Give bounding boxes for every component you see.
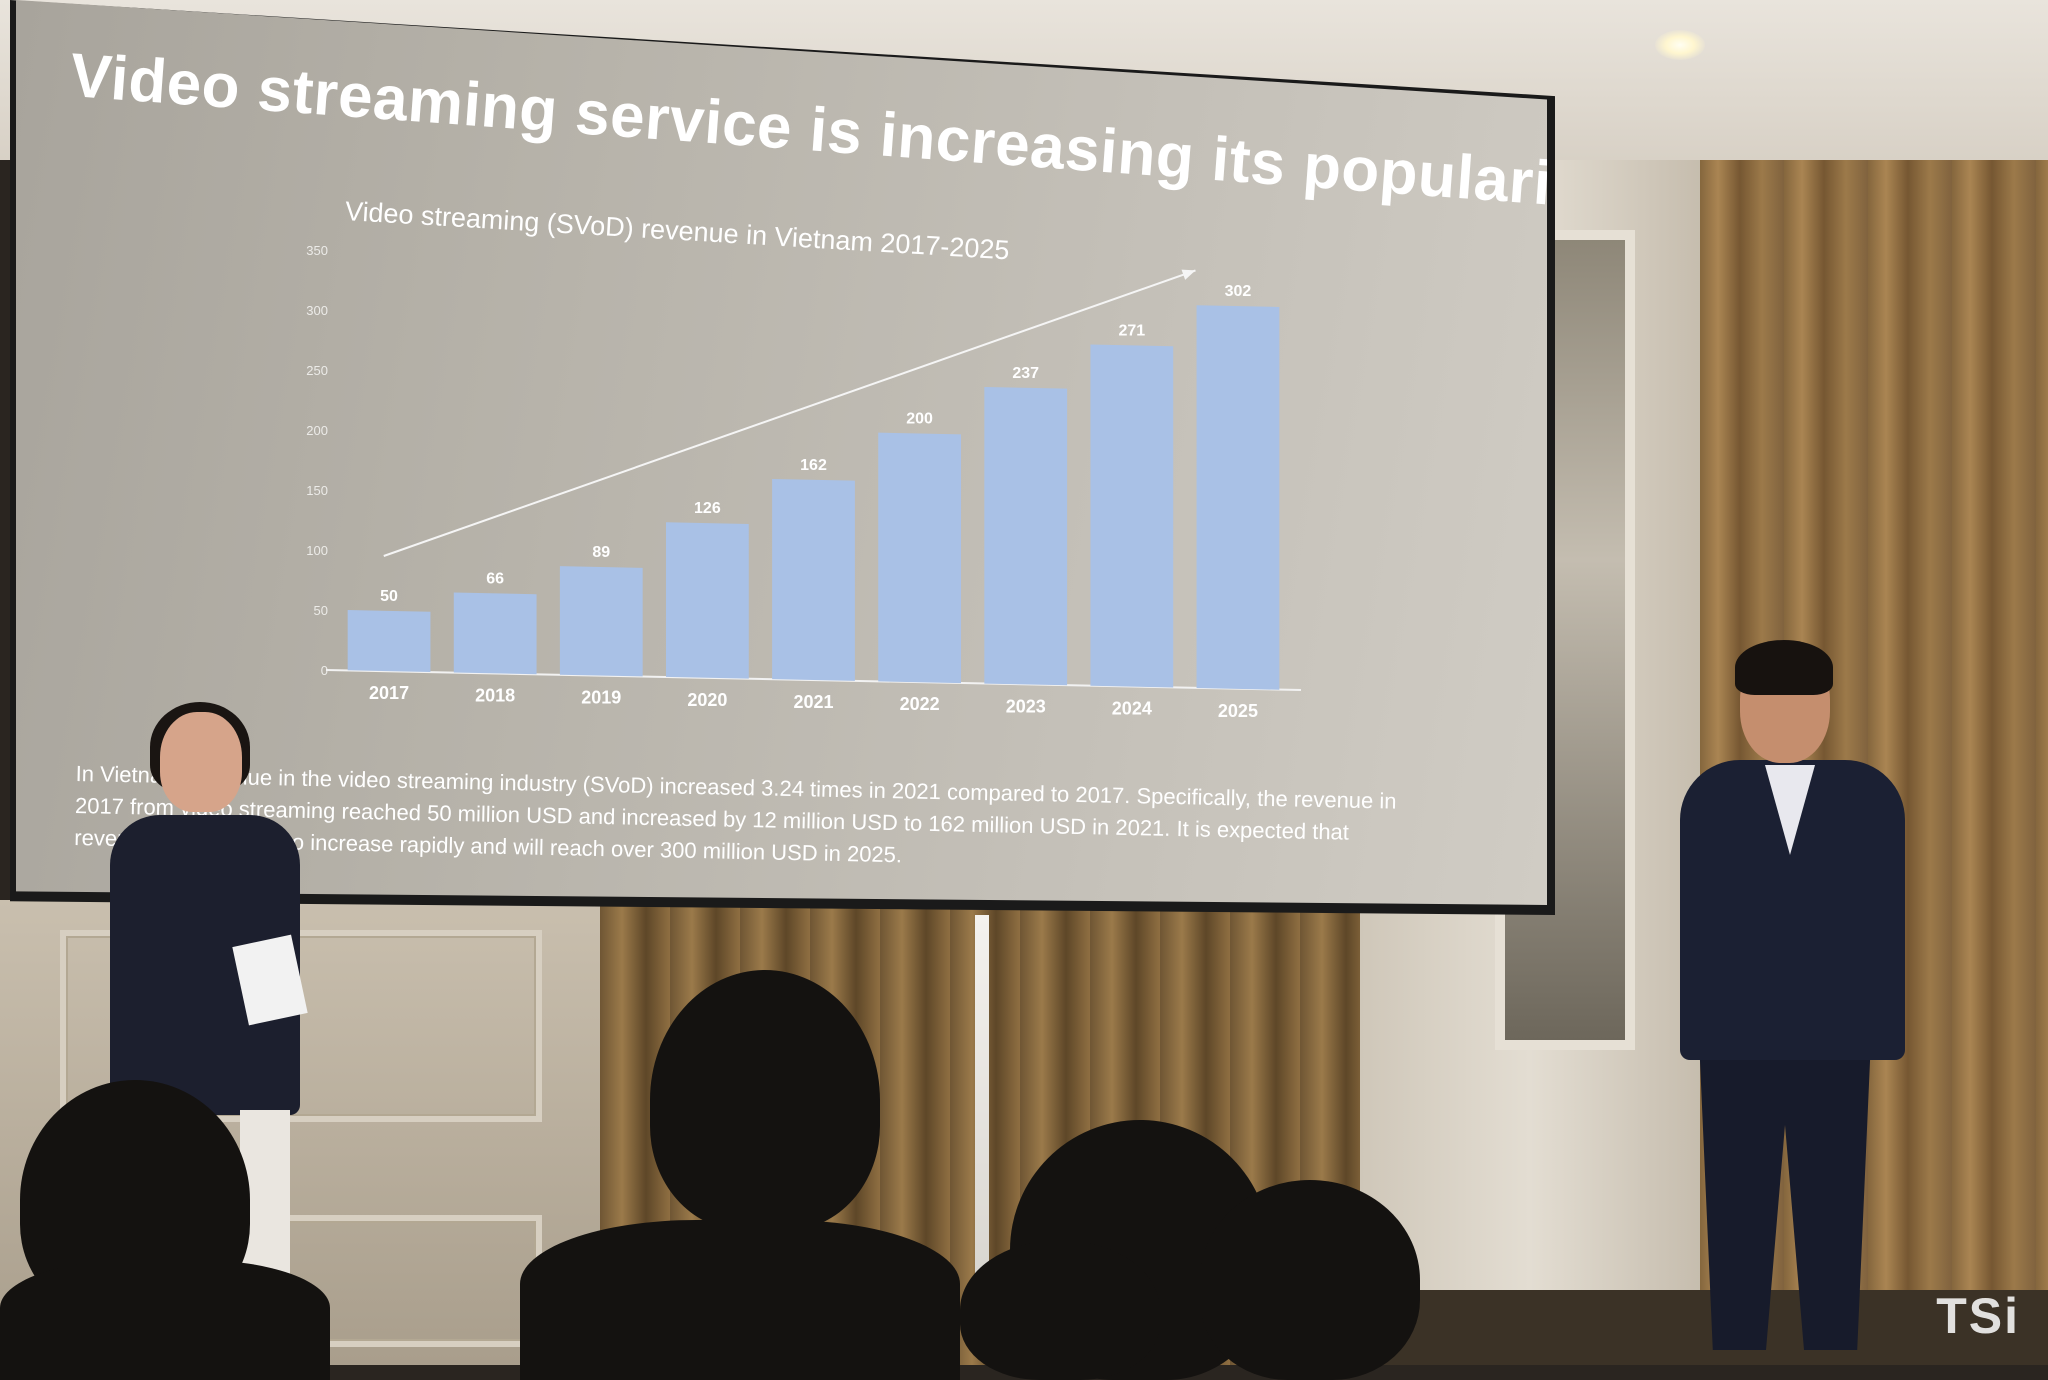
curtain-gap-light <box>975 915 989 1275</box>
bar-2020 <box>666 522 749 679</box>
x-tick-label: 2017 <box>369 683 409 703</box>
y-tick-label: 50 <box>314 603 328 618</box>
audience-head <box>520 1220 960 1380</box>
bar-value-label: 162 <box>800 457 827 474</box>
audience-head <box>0 1260 330 1380</box>
x-tick-label: 2018 <box>475 685 515 705</box>
bar-2021 <box>772 478 855 681</box>
bar-value-label: 89 <box>592 544 610 561</box>
bar-2023 <box>984 386 1068 686</box>
y-tick-label: 0 <box>321 663 328 678</box>
presenter-woman-head <box>160 712 242 812</box>
x-tick-label: 2022 <box>900 694 940 714</box>
bar-2017 <box>347 610 431 672</box>
bar-2019 <box>559 566 643 677</box>
bar-value-label: 302 <box>1225 283 1252 300</box>
bar-2018 <box>453 592 537 675</box>
y-tick-label: 350 <box>306 243 328 258</box>
x-tick-label: 2021 <box>793 692 833 712</box>
audience-head <box>650 970 880 1230</box>
y-tick-label: 100 <box>306 543 328 558</box>
x-tick-label: 2024 <box>1112 699 1152 719</box>
bar-2025 <box>1196 305 1280 690</box>
x-tick-label: 2023 <box>1006 696 1046 716</box>
bar-value-label: 271 <box>1118 322 1145 339</box>
presenter-man-hair <box>1735 640 1833 695</box>
trend-arrow-line <box>383 269 1196 557</box>
projection-screen: Video streaming service is increasing it… <box>16 0 1547 905</box>
wall-panel <box>60 930 542 1122</box>
audience-head <box>960 1240 1160 1380</box>
watermark-logo: TSi <box>1936 1288 2020 1344</box>
bar-value-label: 50 <box>380 588 398 605</box>
bar-chart: 0 50 100 150 200 250 300 350 50 2017 66 2018 89 2019 1… <box>306 243 1302 721</box>
bar-value-label: 126 <box>694 500 721 517</box>
audience-head <box>1200 1180 1420 1380</box>
y-tick-label: 300 <box>306 303 328 318</box>
ceiling-light <box>1655 30 1705 60</box>
bar-2024 <box>1090 344 1174 688</box>
x-tick-label: 2025 <box>1218 701 1258 721</box>
stage <box>1300 1290 2048 1365</box>
x-tick-label: 2019 <box>581 688 621 708</box>
y-tick-label: 150 <box>306 483 328 498</box>
bar-value-label: 200 <box>906 410 933 427</box>
y-tick-label: 250 <box>306 363 328 378</box>
y-tick-label: 200 <box>306 423 328 438</box>
bar-value-label: 66 <box>486 570 504 587</box>
trend-arrow-head <box>1181 269 1196 280</box>
bar-value-label: 237 <box>1012 365 1039 382</box>
bar-2022 <box>878 432 961 684</box>
x-tick-label: 2020 <box>687 690 727 710</box>
